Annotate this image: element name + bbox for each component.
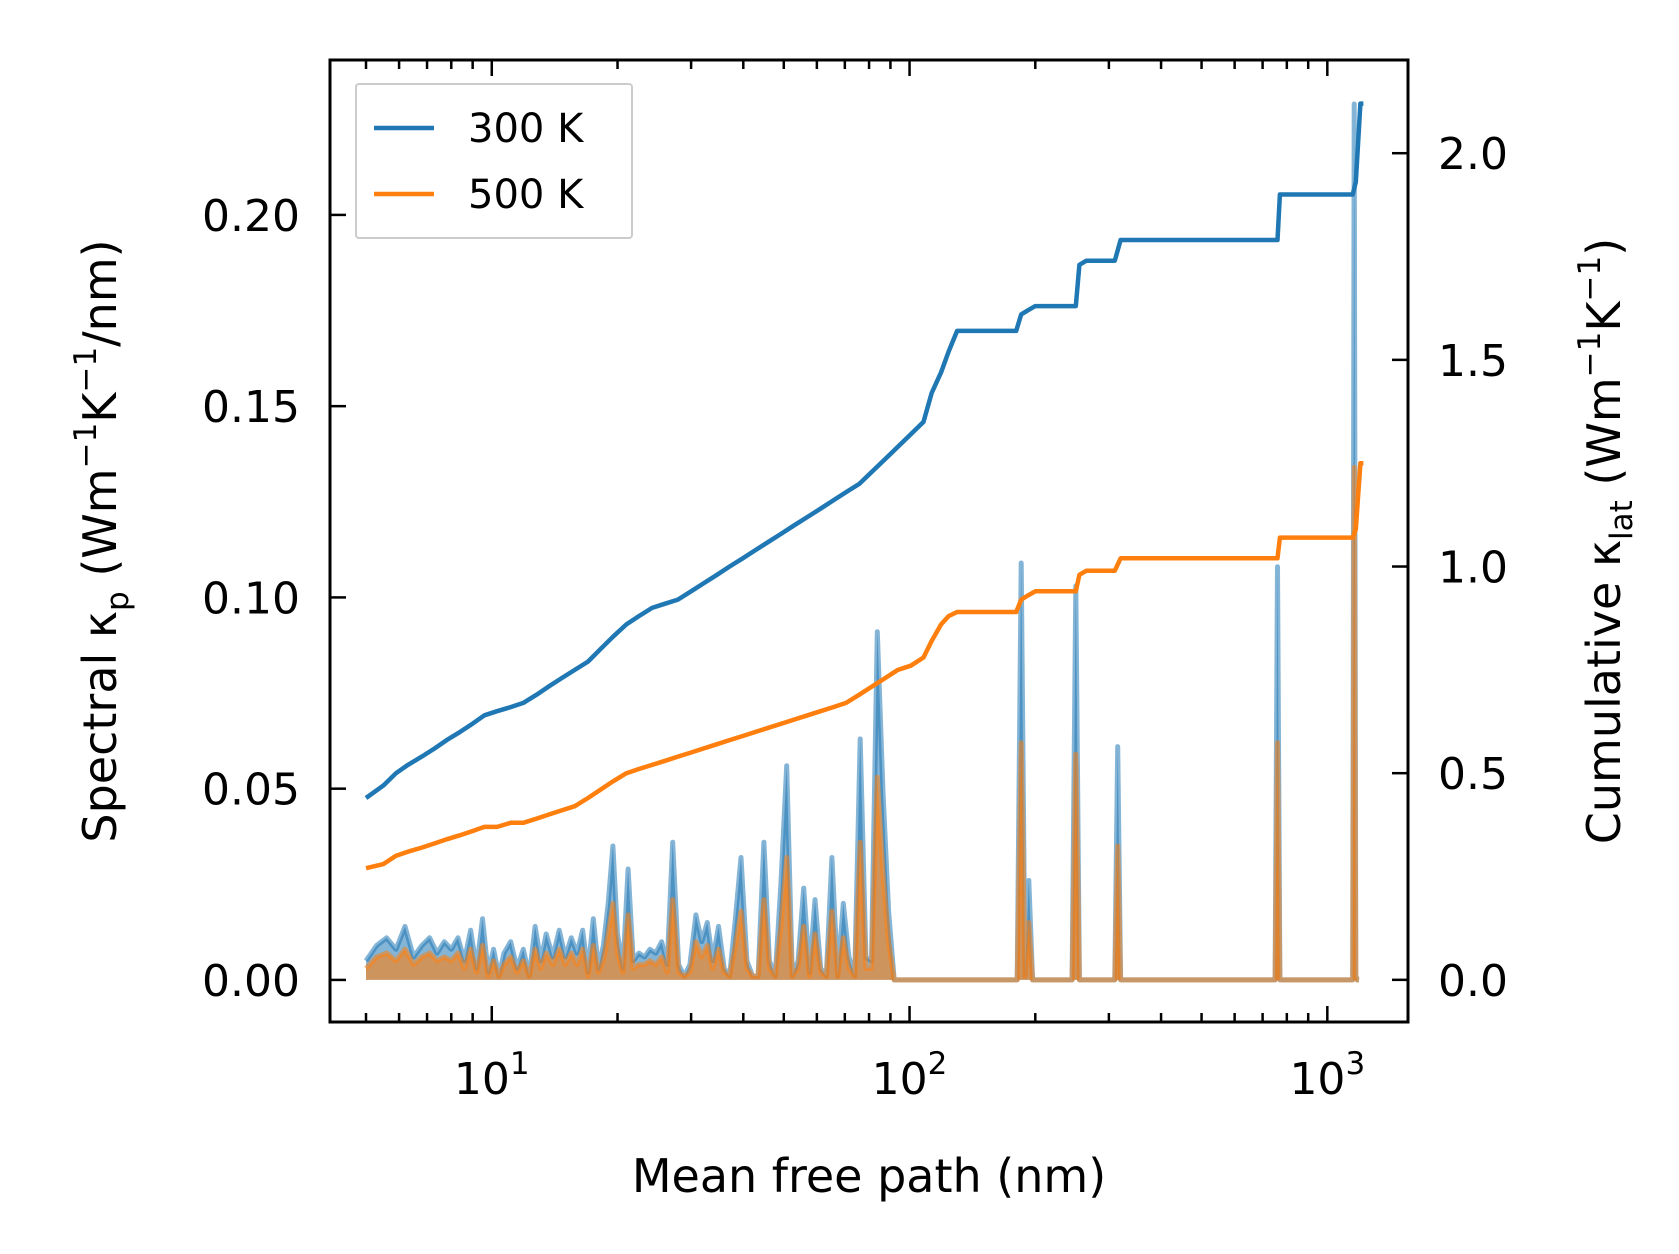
cumulative-line-300k bbox=[364, 101, 1364, 800]
cumulative-line-500k bbox=[365, 460, 1364, 871]
spectral-line-500k bbox=[364, 464, 1360, 983]
plot-frame bbox=[328, 58, 1410, 1024]
y-left-tick-label: 0.20 bbox=[202, 191, 300, 242]
x-tick-label: 101 bbox=[454, 1046, 530, 1105]
y-right-tick-label: 2.0 bbox=[1438, 129, 1508, 180]
y-right-tick-label: 1.0 bbox=[1438, 543, 1508, 594]
y-left-axis-label: Spectral κp (Wm−1K−1/nm) bbox=[68, 239, 136, 842]
legend-label: 300 K bbox=[468, 106, 585, 152]
x-tick-label: 103 bbox=[1289, 1046, 1365, 1105]
y-right-tick-label: 1.5 bbox=[1438, 336, 1508, 387]
legend: 300 K 500 K bbox=[355, 83, 633, 239]
legend-label: 500 K bbox=[468, 172, 585, 218]
y-left-tick-label: 0.10 bbox=[202, 573, 300, 624]
x-tick-label: 102 bbox=[872, 1046, 948, 1105]
y-right-tick-label: 0.5 bbox=[1438, 749, 1508, 800]
y-left-tick-label: 0.05 bbox=[202, 765, 300, 816]
y-left-tick-label: 0.00 bbox=[202, 956, 300, 1007]
y-right-axis-label: Cumulative κlat (Wm−1K−1) bbox=[1572, 238, 1640, 844]
spectral-series bbox=[363, 101, 1360, 983]
y-right-tick-label: 0.0 bbox=[1438, 956, 1508, 1007]
x-axis-label: Mean free path (nm) bbox=[632, 1149, 1106, 1203]
y-left-tick-label: 0.15 bbox=[202, 382, 300, 433]
cumulative-series bbox=[364, 101, 1364, 871]
legend-box bbox=[355, 83, 633, 239]
axes: 101 102 103 0.00 0.05 0.10 0.15 0.20 0.0 0.5 1.0 1.… bbox=[68, 58, 1640, 1203]
